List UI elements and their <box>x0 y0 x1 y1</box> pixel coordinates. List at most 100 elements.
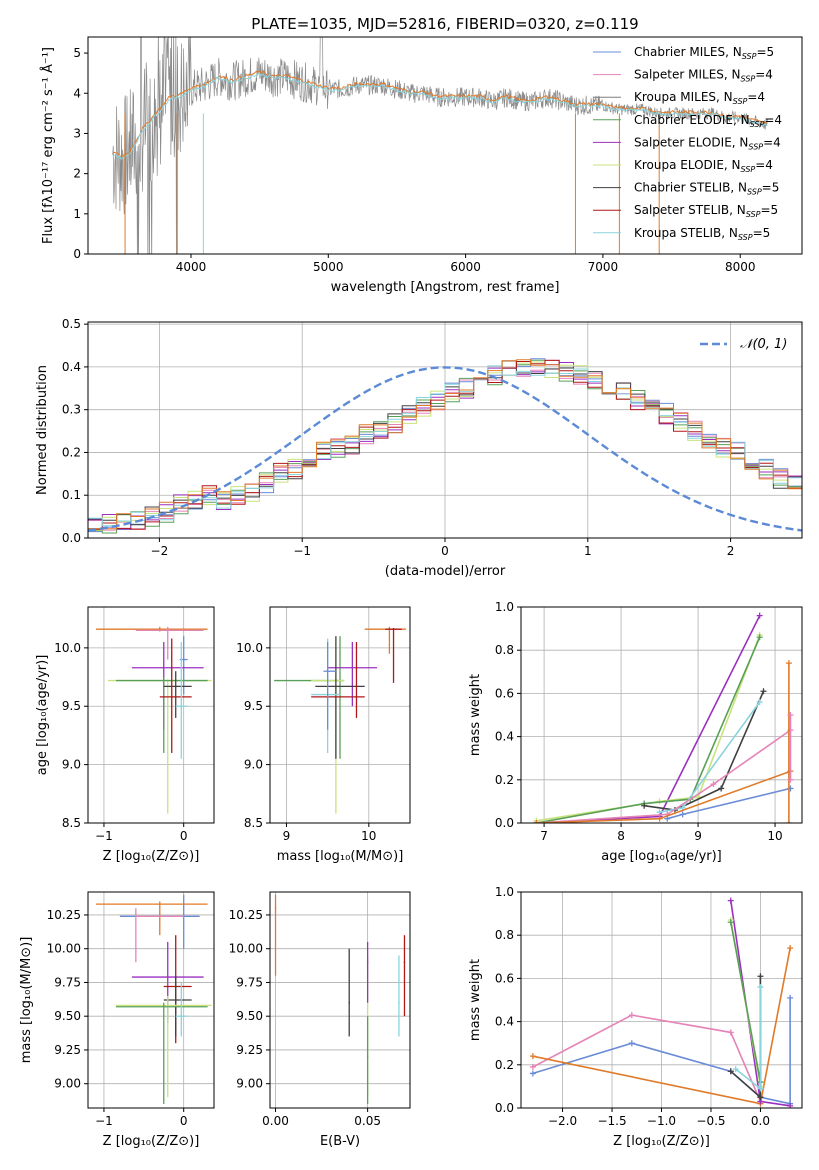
y-tick-label: 1.0 <box>495 885 514 899</box>
y-tick-label: 10.00 <box>229 942 263 956</box>
legend-entry: Salpeter STELIB, NSSP=5 <box>634 203 778 219</box>
plus-marker <box>718 785 725 792</box>
x-axis-label: mass [log₁₀(M/M⊙)] <box>277 849 404 864</box>
data-point <box>170 696 173 698</box>
x-tick-label: 0.00 <box>262 1114 289 1128</box>
y-tick-label: 10.25 <box>229 908 263 922</box>
x-tick-label: 0.0 <box>751 1114 770 1128</box>
axes-frame <box>87 606 215 824</box>
plus-marker <box>628 1040 635 1047</box>
x-tick-label: 9 <box>283 829 291 843</box>
data-point <box>403 961 406 963</box>
data-point <box>135 915 137 918</box>
panel-spectrum: 4000 5000 6000 7000 8000 0 1 2 3 4 5 wavelength [An… <box>40 36 803 295</box>
y-tick-label: 0.8 <box>495 643 514 657</box>
x-tick-label: 2 <box>727 544 735 558</box>
axes-frame <box>87 891 215 1109</box>
data-point <box>166 629 169 632</box>
series-line <box>730 922 762 1083</box>
y-tick-label: 1.0 <box>495 600 514 614</box>
y-tick-label: 9.00 <box>54 1077 81 1091</box>
plus-marker <box>760 688 767 695</box>
plot-area <box>274 626 406 814</box>
series-line <box>536 615 761 823</box>
y-tick-label: 0.4 <box>495 730 514 744</box>
histogram-step-line <box>88 358 802 533</box>
y-axis-label: mass weight <box>468 674 483 756</box>
y-tick-label: 0.0 <box>62 531 81 545</box>
y-tick-label: 0.2 <box>495 773 514 787</box>
model-spectrum-line <box>112 72 768 160</box>
plus-marker <box>533 820 540 823</box>
legend-entry: Chabrier STELIB, NSSP=5 <box>634 181 779 197</box>
series-line <box>536 636 761 823</box>
data-point <box>166 976 169 978</box>
data-point <box>351 666 354 669</box>
series-line <box>536 729 791 823</box>
x-tick-label: −1 <box>95 1114 113 1128</box>
x-tick-label: 8000 <box>725 260 756 274</box>
legend-entry: Kroupa STELIB, NSSP=5 <box>634 226 770 242</box>
x-tick-label: −1.0 <box>647 1114 676 1128</box>
x-tick-label: 0 <box>180 1114 188 1128</box>
series-line <box>644 690 765 811</box>
y-axis-label: Normed distribution <box>35 365 50 495</box>
x-tick-label: 0 <box>180 829 188 843</box>
axes-frame <box>87 321 803 539</box>
residual-histograms <box>88 358 802 534</box>
y-tick-label: 4 <box>73 86 81 100</box>
y-tick-label: 9.00 <box>236 1077 263 1091</box>
data-point <box>182 658 185 661</box>
plot-area <box>529 897 794 1108</box>
x-tick-label: 7 <box>540 829 548 843</box>
spectrum-plot <box>112 37 768 254</box>
x-axis-label: Z [log₁₀(Z/Z⊙)] <box>103 849 200 864</box>
x-axis-label: (data-model)/error <box>385 564 506 579</box>
data-point <box>398 1001 400 1004</box>
y-axis-label: mass [log₁₀(M/M⊙)] <box>19 937 34 1064</box>
y-axis-label: Flux [fλ10⁻¹⁷ erg cm⁻² s⁻¹ Å⁻¹] <box>40 47 56 244</box>
y-tick-label: 9.75 <box>236 975 263 989</box>
histogram-step-line <box>88 359 802 531</box>
series-line <box>659 701 761 813</box>
plus-marker <box>785 660 792 667</box>
normal-curve <box>88 366 802 532</box>
x-tick-label: 8 <box>617 829 625 843</box>
y-tick-label: 9.5 <box>244 699 263 713</box>
x-tick-label: 6000 <box>450 260 481 274</box>
data-point <box>392 628 395 630</box>
data-point <box>158 628 161 630</box>
y-tick-label: 9.75 <box>54 975 81 989</box>
y-tick-label: 0.2 <box>495 1058 514 1072</box>
plus-marker <box>727 919 734 926</box>
y-tick-label: 9.25 <box>54 1043 81 1057</box>
y-tick-label: 8.5 <box>244 816 263 830</box>
legend-entry: 𝒩(0, 1) <box>740 337 787 352</box>
y-tick-label: 0.5 <box>62 317 81 331</box>
x-axis-label: E(B-V) <box>320 1134 360 1149</box>
plus-marker <box>757 1094 764 1101</box>
y-tick-label: 2 <box>73 167 81 181</box>
y-tick-label: 9.25 <box>236 1043 263 1057</box>
x-tick-label: −2 <box>151 544 169 558</box>
data-point <box>366 961 369 963</box>
y-tick-label: 1 <box>73 207 81 221</box>
y-tick-label: 9.0 <box>244 758 263 772</box>
x-tick-label: −1.5 <box>597 1114 626 1128</box>
x-tick-label: 4000 <box>176 260 207 274</box>
y-tick-label: 0.6 <box>495 971 514 985</box>
data-point <box>162 666 165 669</box>
axes-frame <box>520 891 803 1109</box>
y-tick-label: 8.5 <box>62 816 81 830</box>
observed-spectrum-line <box>112 37 768 254</box>
plus-marker <box>756 634 763 641</box>
data-point <box>335 685 337 688</box>
y-tick-label: 10.25 <box>47 908 81 922</box>
histogram-step-line <box>88 359 802 534</box>
x-tick-label: −0.5 <box>696 1114 725 1128</box>
plus-marker <box>732 1066 739 1073</box>
y-tick-label: 0.3 <box>62 403 81 417</box>
x-tick-label: 5000 <box>313 260 344 274</box>
histogram-step-line <box>88 359 802 530</box>
plus-marker <box>529 1063 536 1070</box>
